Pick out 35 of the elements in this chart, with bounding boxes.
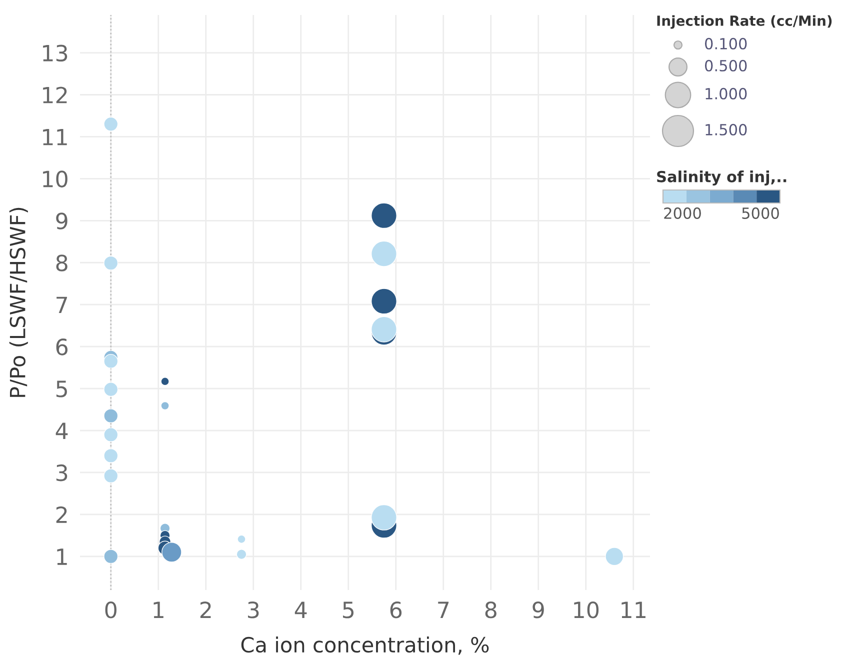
- x-tick-label: 10: [574, 602, 599, 618]
- y-tick-label: 12: [43, 86, 67, 104]
- x-tick-label: 2: [200, 602, 211, 618]
- y-tick-label: 8: [56, 254, 68, 272]
- x-tick-label: 1: [154, 602, 164, 618]
- x-axis-title: Ca ion concentration, %: [241, 636, 489, 655]
- x-tick-label: 5: [343, 602, 354, 618]
- x-tick-label: 6: [390, 602, 402, 618]
- x-tick-label: 7: [438, 602, 449, 618]
- y-axis-title: P/Po (LSWF/HSWF): [9, 208, 28, 397]
- x-tick-label: 0: [105, 602, 116, 618]
- legend-label: 1.500: [706, 124, 747, 136]
- x-tick-label: 11: [622, 602, 646, 618]
- color-bar-label: 5000: [742, 207, 779, 219]
- legend-title: Injection Rate (cc/Min): [657, 15, 832, 29]
- y-tick-label: 13: [43, 44, 68, 62]
- y-tick-label: 5: [56, 380, 67, 398]
- x-tick-label: 3: [248, 602, 259, 618]
- y-tick-label: 10: [43, 170, 68, 188]
- legend-label: 1.000: [706, 88, 747, 100]
- y-tick-label: 3: [56, 464, 68, 482]
- y-tick-label: 2: [56, 506, 67, 523]
- y-tick-label: 9: [56, 212, 68, 230]
- y-tick-label: 4: [56, 422, 68, 439]
- legend-label: 0.100: [705, 38, 747, 50]
- y-tick-label: 6: [56, 338, 68, 356]
- color-bar-title: Salinity of inj,..: [657, 170, 786, 186]
- y-tick-label: 1: [57, 548, 67, 565]
- x-tick-label: 8: [485, 602, 496, 618]
- x-tick-label: 9: [532, 602, 544, 618]
- legend-label: 0.500: [705, 60, 747, 72]
- color-bar-label: 2000: [664, 207, 701, 219]
- x-tick-label: 4: [294, 602, 307, 618]
- y-tick-label: 7: [56, 296, 67, 314]
- y-tick-label: 11: [43, 128, 67, 146]
